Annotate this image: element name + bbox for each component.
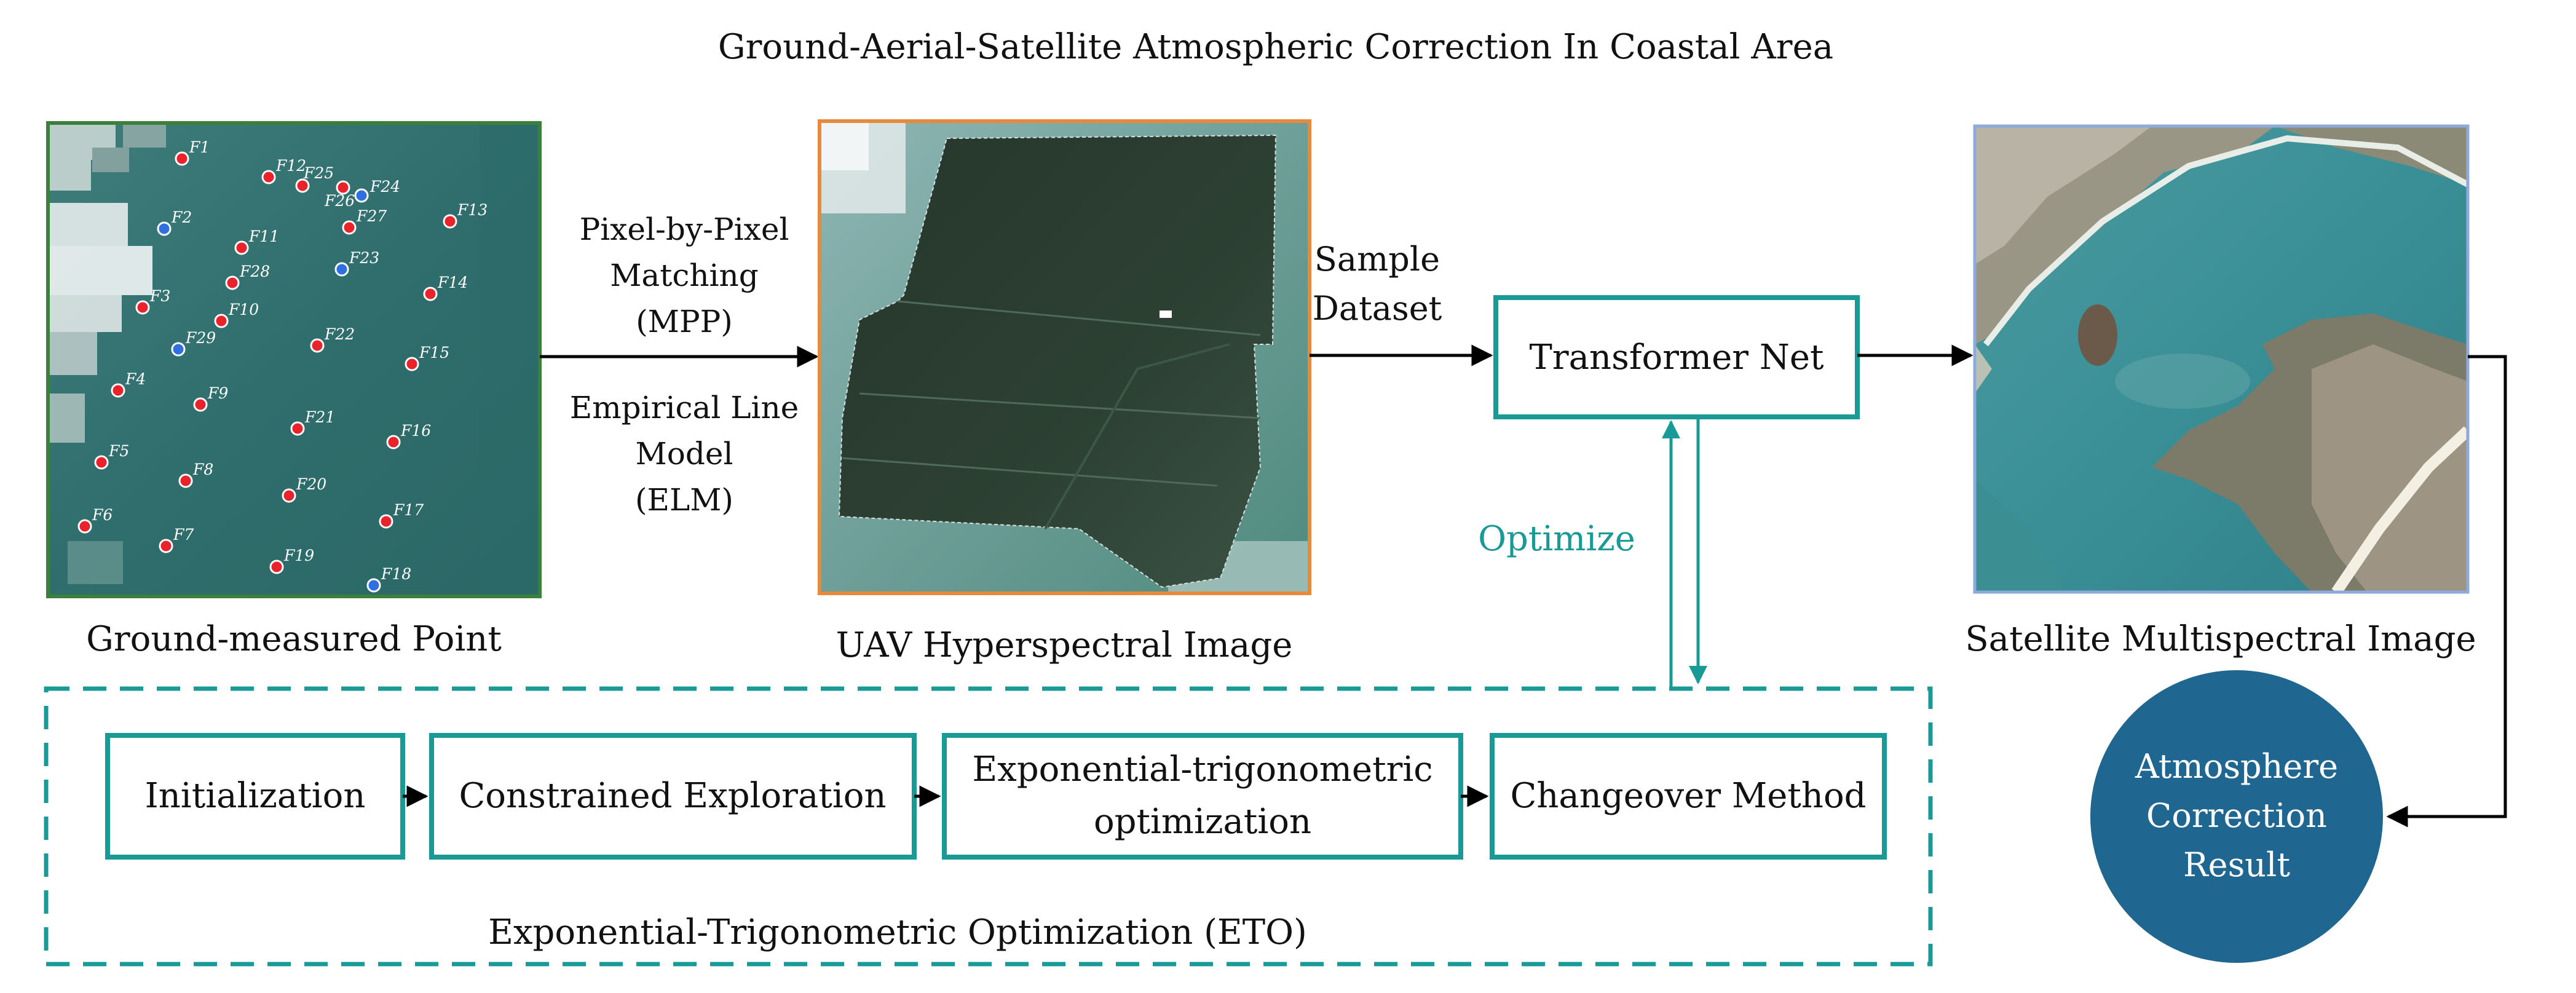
- eto-step-initialization: Initialization: [105, 733, 405, 860]
- uav-caption: UAV Hyperspectral Image: [836, 625, 1293, 665]
- ground-point-f5: [94, 455, 109, 470]
- ground-point-label-f18: F18: [381, 565, 411, 583]
- result-line-1: Atmosphere: [2135, 747, 2338, 786]
- ground-point-label-f27: F27: [356, 207, 387, 225]
- elm-label: Empirical Line Model (ELM): [570, 390, 799, 518]
- ground-point-f25: [295, 178, 310, 193]
- ground-point-f3: [135, 300, 150, 315]
- ground-point-label-f24: F24: [369, 178, 400, 196]
- ground-point-f15: [405, 357, 419, 371]
- eto-title: Exponential-Trigonometric Optimization (…: [488, 912, 1307, 952]
- optimize-label: Optimize: [1478, 519, 1635, 559]
- diagram-title: Ground-Aerial-Satellite Atmospheric Corr…: [718, 27, 1833, 67]
- eto-step-exponential-trigonometric-label-1: Exponential-trigonometric: [972, 750, 1432, 789]
- ground-point-label-f9: F9: [207, 384, 228, 402]
- satellite-multispectral-image: [1973, 124, 2470, 594]
- satellite-caption: Satellite Multispectral Image: [1965, 619, 2476, 659]
- ground-points-layer: F1 F2 F3 F4 F5 F6 F7 F8 F9 F10 F11 F12 F13 F14 F15 F16 F…: [77, 138, 488, 593]
- ground-point-f11: [234, 240, 249, 255]
- transformer-net-label: Transformer Net: [1530, 338, 1824, 378]
- ground-point-f14: [423, 287, 438, 301]
- ground-point-f10: [214, 314, 229, 328]
- ground-measured-image: F1 F2 F3 F4 F5 F6 F7 F8 F9 F10 F11 F12 F13 F14 F15 F16 F…: [46, 121, 542, 598]
- ground-point-label-f8: F8: [192, 461, 213, 478]
- connector-satellite-to-result: [2386, 355, 2507, 828]
- elm-line-3: (ELM): [635, 482, 733, 518]
- ground-point-label-f17: F17: [393, 501, 424, 519]
- ground-point-label-f10: F10: [228, 301, 259, 318]
- ground-point-f23: [334, 262, 349, 277]
- mpp-line-2: Matching: [610, 258, 759, 293]
- ground-point-label-f6: F6: [92, 506, 113, 524]
- ground-point-label-f22: F22: [324, 325, 355, 343]
- ground-point-label-f28: F28: [239, 263, 270, 280]
- result-line-3: Result: [2183, 845, 2290, 884]
- ground-point-f8: [178, 473, 193, 488]
- uav-hyperspectral-image: [818, 119, 1311, 595]
- eto-step-constrained-exploration-label: Constrained Exploration: [459, 776, 886, 816]
- ground-point-label-f23: F23: [349, 249, 379, 267]
- mpp-label: Pixel-by-Pixel Matching (MPP): [580, 212, 789, 339]
- sample-dataset-line-1: Sample: [1314, 240, 1440, 279]
- ground-point-label-f5: F5: [108, 442, 129, 460]
- sample-dataset-line-2: Dataset: [1313, 289, 1442, 328]
- ground-point-label-f12: F12: [275, 157, 306, 175]
- ground-point-f16: [386, 435, 401, 449]
- ground-point-f12: [261, 170, 276, 184]
- elm-line-1: Empirical Line: [570, 390, 799, 425]
- ground-point-f19: [269, 560, 284, 574]
- ground-point-f13: [443, 214, 457, 229]
- ground-point-label-f16: F16: [400, 422, 431, 440]
- ground-point-label-f21: F21: [304, 408, 335, 426]
- ground-point-f2: [157, 221, 172, 236]
- ground-point-f17: [379, 514, 393, 529]
- ground-point-f4: [111, 383, 125, 398]
- ground-point-label-f20: F20: [296, 475, 326, 493]
- eto-step-changeover-method-label: Changeover Method: [1510, 776, 1866, 816]
- ground-point-f1: [175, 151, 189, 166]
- eto-step-exponential-trigonometric: Exponential-trigonometric optimization: [942, 733, 1463, 860]
- ground-point-f22: [310, 338, 325, 353]
- ground-point-label-f7: F7: [173, 526, 194, 544]
- ground-point-f20: [282, 488, 296, 503]
- transformer-net-box: Transformer Net: [1493, 295, 1860, 419]
- ground-point-f27: [342, 220, 357, 235]
- result-line-2: Correction: [2146, 796, 2327, 835]
- eto-step-constrained-exploration: Constrained Exploration: [429, 733, 917, 860]
- ground-point-label-f4: F4: [125, 370, 146, 388]
- ground-point-f21: [290, 421, 305, 436]
- ground-land-texture: [48, 123, 166, 584]
- ground-point-label-f1: F1: [189, 138, 210, 156]
- eto-step-exponential-trigonometric-label-2: optimization: [1094, 802, 1311, 842]
- ground-point-label-f3: F3: [149, 287, 170, 305]
- ground-point-label-f11: F11: [248, 227, 279, 245]
- result-circle: Atmosphere Correction Result: [2090, 670, 2383, 963]
- ground-point-f9: [193, 397, 208, 412]
- mpp-line-1: Pixel-by-Pixel: [580, 212, 789, 247]
- elm-line-2: Model: [636, 436, 733, 472]
- uav-mosaic: [838, 134, 1277, 588]
- mpp-line-3: (MPP): [636, 304, 733, 339]
- ground-point-label-f25: F25: [303, 164, 334, 182]
- ground-point-label-f14: F14: [437, 274, 468, 291]
- eto-step-initialization-label: Initialization: [145, 776, 366, 816]
- ground-point-label-f13: F13: [457, 201, 488, 219]
- eto-step-changeover-method: Changeover Method: [1490, 733, 1887, 860]
- ground-point-f29: [171, 342, 186, 357]
- ground-point-label-f19: F19: [283, 547, 314, 564]
- ground-point-label-f29: F29: [185, 329, 216, 347]
- ground-point-label-f26: F26: [324, 192, 355, 210]
- ground-point-label-f2: F2: [171, 208, 192, 226]
- ground-point-f24: [354, 188, 369, 203]
- ground-point-f26: [336, 180, 350, 195]
- ground-point-f7: [159, 539, 173, 553]
- ground-caption: Ground-measured Point: [86, 619, 502, 659]
- ground-point-f28: [225, 275, 240, 290]
- ground-point-f18: [366, 578, 381, 593]
- ground-point-label-f15: F15: [419, 344, 449, 362]
- ground-point-f6: [77, 519, 92, 534]
- eto-panel: Initialization Constrained Exploration E…: [44, 686, 1933, 967]
